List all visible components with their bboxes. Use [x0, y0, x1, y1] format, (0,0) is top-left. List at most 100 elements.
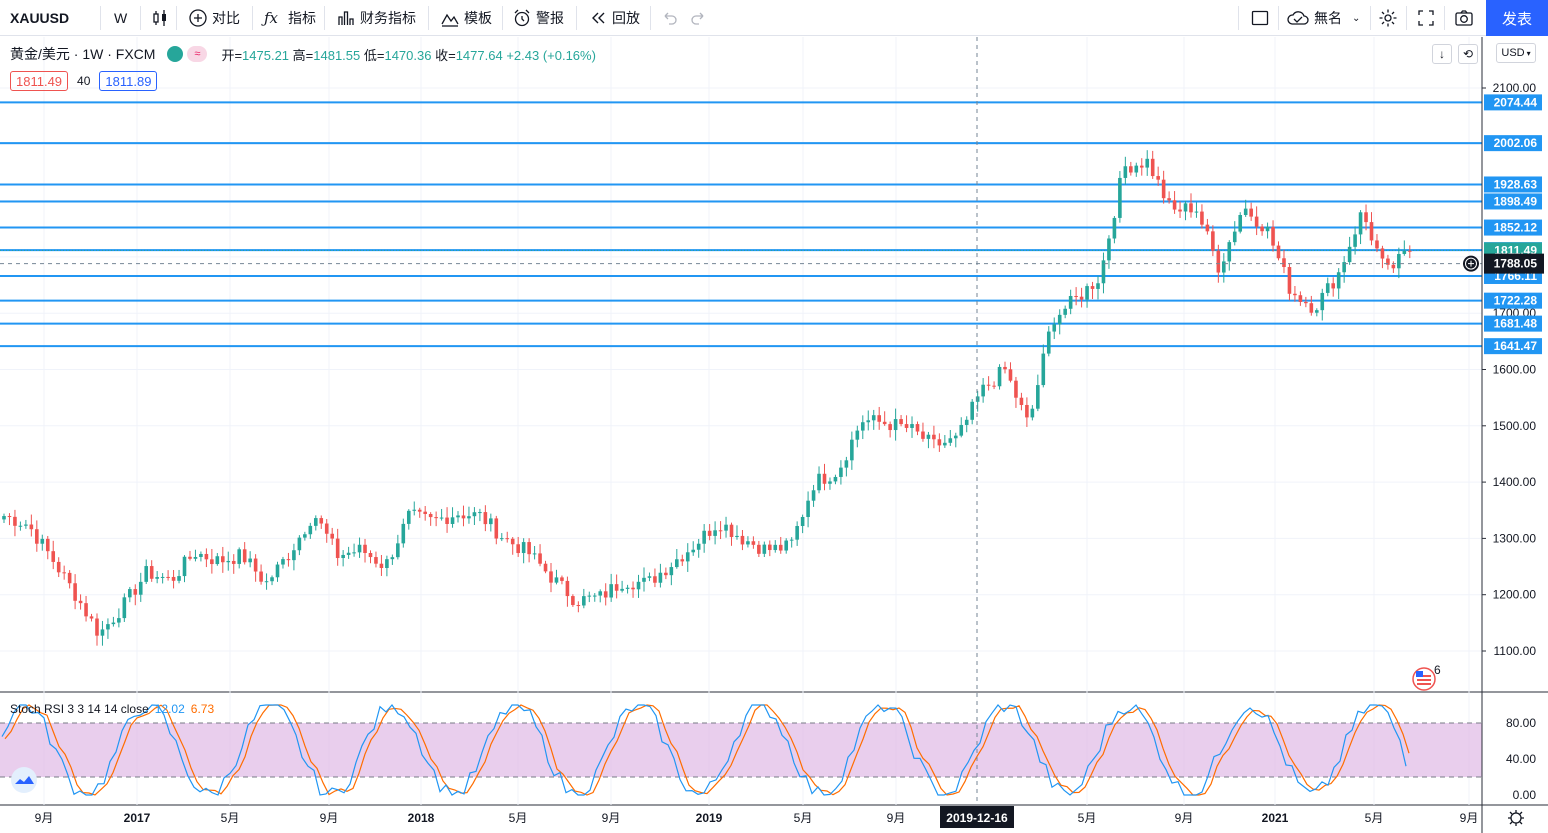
scroll-down-button[interactable]: ↓ [1432, 44, 1452, 64]
candle [385, 555, 389, 577]
candle [1008, 362, 1013, 383]
candle-body [625, 587, 630, 589]
snapshot-button[interactable] [1454, 0, 1478, 36]
candle-body [297, 537, 302, 551]
candle [1402, 240, 1407, 256]
candle-body [1008, 369, 1013, 381]
candle-body [833, 476, 838, 482]
time-scale[interactable]: 9月 2017 5月 9月 2018 5月 9月 2019 5月 9月 5月 9月 2021 5月 9月 20… [35, 806, 1524, 828]
buy-price-button[interactable]: 1811.89 [99, 71, 158, 91]
fullscreen-button[interactable] [1416, 0, 1440, 36]
candle-body [1347, 246, 1352, 263]
candle [1222, 253, 1226, 283]
candle [642, 567, 646, 592]
candle-body [456, 515, 460, 518]
templates-button[interactable]: 模板 [440, 0, 492, 36]
candle [177, 569, 181, 584]
toolbar-divider [1278, 6, 1279, 30]
candle [1293, 285, 1297, 302]
candle-body [1118, 177, 1122, 218]
candle-body [401, 523, 406, 544]
candle-body [330, 533, 334, 539]
candle-body [428, 514, 433, 518]
candle [992, 381, 996, 390]
candle-body [193, 556, 198, 559]
candle [1178, 201, 1182, 219]
candle-body [1369, 222, 1374, 241]
candle [833, 474, 838, 485]
candle-body [226, 560, 231, 563]
wave-icon[interactable]: ≈ [187, 46, 208, 62]
top-toolbar: XAUUSD W 对比 ƒx 指标 财务指标 模板 警报 回放 [0, 0, 1548, 36]
candle-body [1139, 165, 1144, 168]
currency-selector[interactable]: USD ▾ [1496, 43, 1536, 63]
candle-body [18, 525, 23, 527]
candle [702, 524, 706, 553]
time-tick-label: 9月 [887, 811, 906, 825]
candle-body [817, 473, 821, 491]
layout-button[interactable] [1250, 0, 1274, 36]
candle [1145, 150, 1150, 176]
candle [95, 613, 99, 646]
line-price-tag [1484, 338, 1542, 355]
candle [1123, 156, 1128, 185]
compare-button[interactable]: 对比 [188, 0, 240, 36]
stoch-d-value: 6.73 [190, 702, 215, 716]
candle-body [133, 589, 138, 595]
candle [374, 551, 378, 568]
price-scale[interactable]: 2100.00 1600.00 1500.00 1400.00 1300.00 1200.… [1463, 37, 1544, 833]
candle-body [871, 415, 876, 421]
candle [850, 431, 854, 470]
settings-button[interactable] [1378, 0, 1402, 36]
candle-body [1276, 245, 1281, 259]
reset-chart-button[interactable]: ⟲ [1458, 44, 1478, 64]
publish-button[interactable]: 发表 [1486, 0, 1548, 36]
candle-body [1375, 240, 1379, 249]
candle-body [921, 431, 925, 439]
candle-body [210, 559, 214, 565]
candle [461, 505, 466, 527]
redo-button[interactable] [688, 0, 712, 36]
candle [499, 533, 504, 542]
candle-body [1057, 314, 1062, 325]
candle-body [1134, 165, 1139, 173]
sell-price-button[interactable]: 1811.49 [10, 71, 69, 91]
candle [13, 509, 17, 537]
candle-body [1030, 408, 1035, 418]
candle-body [138, 581, 143, 595]
candle-body [1085, 286, 1089, 300]
alert-button[interactable]: 警报 [512, 0, 564, 36]
candles-icon [153, 10, 166, 26]
candle-body [1107, 238, 1111, 261]
line-price-tag [1484, 219, 1542, 236]
candle [259, 564, 263, 585]
financials-button[interactable]: 财务指标 [336, 0, 416, 36]
candle-body [292, 550, 296, 561]
candle [800, 514, 805, 534]
toolbar-divider [502, 6, 503, 30]
candle [1139, 158, 1144, 176]
candle [308, 522, 313, 539]
save-layout-button[interactable]: 無名 ⌄ [1286, 0, 1360, 36]
candle [943, 435, 947, 448]
chart-type-button[interactable] [150, 0, 174, 36]
chevron-down-icon: ⌄ [1352, 12, 1361, 24]
candle-body [374, 557, 378, 564]
eye-icon[interactable] [167, 46, 184, 62]
indicators-button[interactable]: ƒx 指标 [264, 0, 316, 36]
candle-body [434, 517, 438, 519]
chart-canvas[interactable]: 6 2100.00 1600.00 1500.00 1400.00 1300.00 120… [0, 37, 1548, 833]
interval-button[interactable]: W [114, 0, 127, 36]
symbol-search[interactable]: XAUUSD [10, 0, 69, 36]
candle [456, 511, 460, 523]
candle-body [532, 553, 537, 555]
undo-button[interactable] [660, 0, 684, 36]
candle [757, 540, 761, 558]
cloud-icon [1287, 11, 1309, 25]
replay-button[interactable]: 回放 [588, 0, 640, 36]
candle [494, 515, 499, 545]
candle [1063, 305, 1067, 319]
candle-body [1074, 295, 1078, 297]
candle [532, 546, 537, 560]
candle [193, 549, 198, 562]
